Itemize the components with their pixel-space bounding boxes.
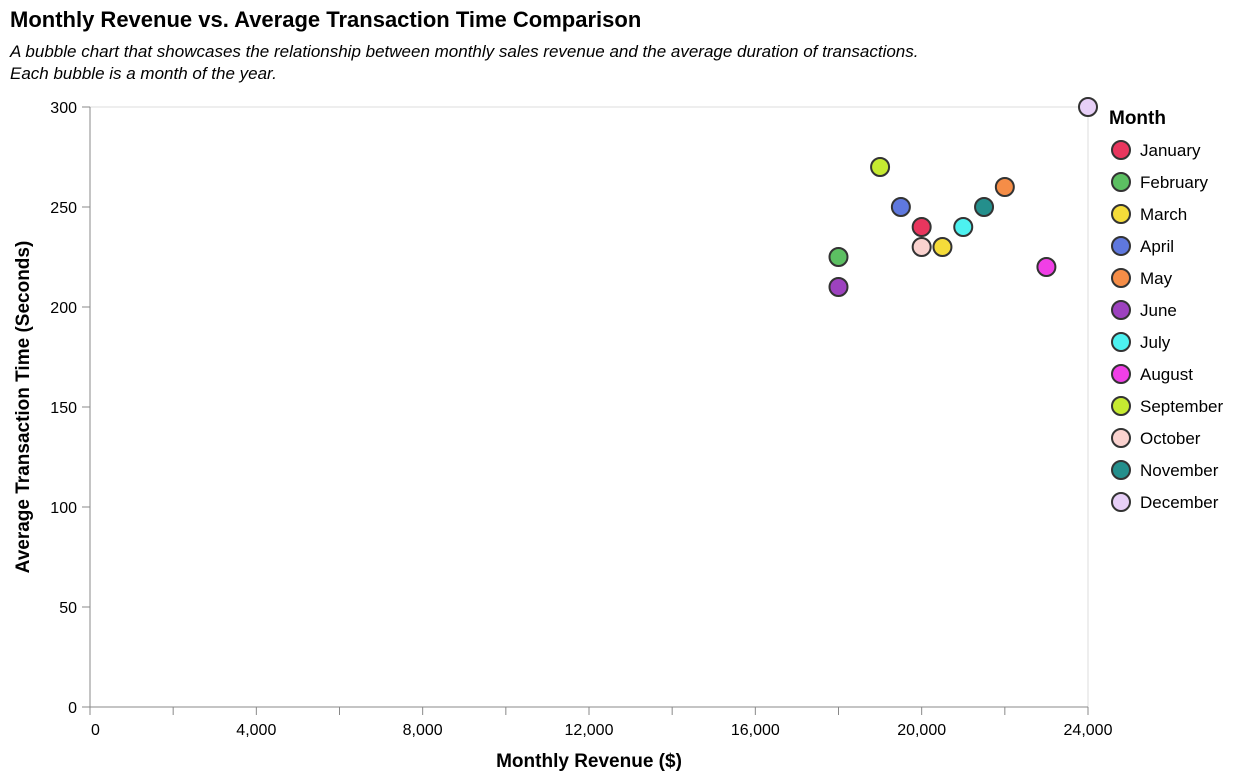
- legend-swatch-october: [1111, 428, 1131, 448]
- y-tick-label: 200: [50, 300, 77, 317]
- legend: Month January February March April May June Jul…: [1109, 108, 1223, 512]
- legend-swatch-july: [1111, 332, 1131, 352]
- legend-swatch-november: [1111, 460, 1131, 480]
- y-tick-label: 0: [68, 700, 77, 717]
- legend-label-december: December: [1140, 493, 1219, 512]
- x-tick-label: 24,000: [1064, 722, 1113, 739]
- legend-label-february: February: [1140, 173, 1209, 192]
- y-tick-label: 300: [50, 100, 77, 117]
- y-tick-label: 250: [50, 200, 77, 217]
- x-tick-label: 12,000: [565, 722, 614, 739]
- legend-swatch-march: [1111, 204, 1131, 224]
- chart-subtitle-line-1: A bubble chart that showcases the relati…: [10, 42, 919, 61]
- legend-label-april: April: [1140, 237, 1174, 256]
- legend-label-march: March: [1140, 205, 1187, 224]
- legend-label-july: July: [1140, 333, 1171, 352]
- chart-subtitle: A bubble chart that showcases the relati…: [10, 41, 919, 85]
- x-tick-label: 20,000: [897, 722, 946, 739]
- bubble-october[interactable]: [911, 237, 932, 257]
- y-tick-label: 50: [59, 600, 77, 617]
- chart-subtitle-line-2: Each bubble is a month of the year.: [10, 64, 277, 83]
- legend-swatch-june: [1111, 300, 1131, 320]
- x-axis-title: Monthly Revenue ($): [496, 751, 682, 772]
- legend-swatch-september: [1111, 396, 1131, 416]
- legend-swatch-april: [1111, 236, 1131, 256]
- y-axis-title: Average Transaction Time (Seconds): [13, 241, 34, 574]
- x-tick-label: 8,000: [403, 722, 443, 739]
- legend-swatch-december: [1111, 492, 1131, 512]
- legend-swatch-february: [1111, 172, 1131, 192]
- bubble-july[interactable]: [953, 217, 974, 237]
- bubble-april[interactable]: [890, 197, 911, 217]
- legend-label-may: May: [1140, 269, 1173, 288]
- legend-title: Month: [1109, 108, 1166, 129]
- bubble-may[interactable]: [994, 177, 1015, 197]
- bubble-january[interactable]: [911, 217, 932, 237]
- legend-label-august: August: [1140, 365, 1193, 384]
- bubble-november[interactable]: [974, 197, 995, 217]
- data-points: [828, 97, 1098, 297]
- y-tick-label: 100: [50, 500, 77, 517]
- legend-swatch-may: [1111, 268, 1131, 288]
- legend-swatch-august: [1111, 364, 1131, 384]
- bubble-december[interactable]: [1078, 97, 1098, 117]
- bubble-september[interactable]: [870, 157, 891, 177]
- x-tick-label: 0: [91, 722, 100, 739]
- chart-title: Monthly Revenue vs. Average Transaction …: [10, 7, 642, 32]
- x-tick-label: 16,000: [731, 722, 780, 739]
- bubble-august[interactable]: [1036, 257, 1057, 277]
- legend-label-october: October: [1140, 429, 1201, 448]
- legend-label-june: June: [1140, 301, 1177, 320]
- axes: 0 4,000 8,000 12,000 16,000 20,000 24,000 0 50 10…: [50, 100, 1112, 739]
- bubble-february[interactable]: [828, 247, 849, 267]
- legend-label-september: September: [1140, 397, 1223, 416]
- legend-swatch-january: [1111, 140, 1131, 160]
- legend-label-january: January: [1140, 141, 1201, 160]
- y-tick-label: 150: [50, 400, 77, 417]
- bubble-june[interactable]: [828, 277, 849, 297]
- legend-label-november: November: [1140, 461, 1219, 480]
- x-tick-label: 4,000: [236, 722, 276, 739]
- bubble-march[interactable]: [932, 237, 953, 257]
